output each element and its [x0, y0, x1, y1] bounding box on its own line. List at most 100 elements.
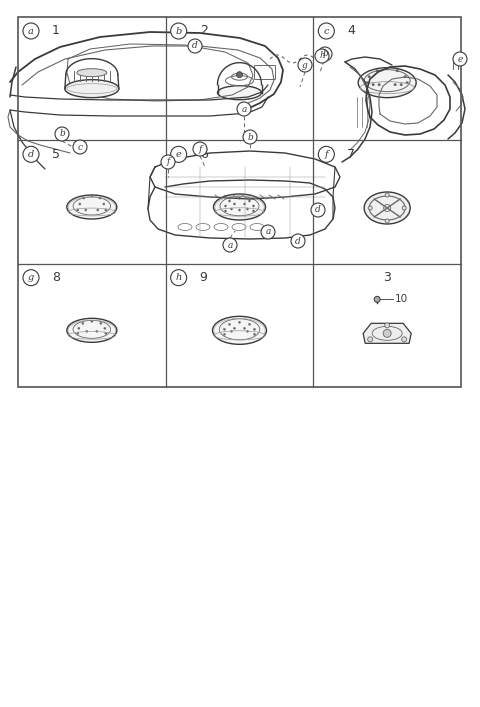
Circle shape — [384, 204, 391, 211]
Circle shape — [243, 203, 246, 205]
Circle shape — [318, 23, 335, 39]
Circle shape — [400, 83, 402, 86]
Circle shape — [82, 322, 84, 325]
Text: c: c — [77, 143, 83, 151]
Circle shape — [23, 146, 39, 163]
Text: 10: 10 — [395, 294, 408, 304]
Circle shape — [311, 203, 325, 217]
Circle shape — [298, 58, 312, 72]
Circle shape — [230, 330, 233, 332]
Circle shape — [246, 208, 249, 210]
Circle shape — [79, 203, 81, 205]
Circle shape — [78, 327, 80, 329]
Circle shape — [253, 333, 256, 335]
Circle shape — [318, 146, 335, 163]
Circle shape — [368, 76, 371, 78]
Circle shape — [73, 140, 87, 154]
Text: 2: 2 — [200, 25, 207, 37]
Circle shape — [249, 323, 251, 325]
Circle shape — [406, 81, 408, 84]
Circle shape — [225, 205, 227, 207]
Text: f: f — [166, 158, 170, 167]
Circle shape — [239, 209, 240, 211]
Ellipse shape — [358, 68, 416, 98]
Circle shape — [77, 209, 79, 211]
Text: e: e — [176, 150, 181, 159]
Text: a: a — [28, 26, 34, 35]
Circle shape — [402, 206, 406, 210]
Circle shape — [23, 269, 39, 286]
Circle shape — [385, 193, 389, 197]
Circle shape — [161, 155, 175, 169]
Text: 7: 7 — [348, 148, 355, 160]
Circle shape — [171, 146, 187, 163]
Circle shape — [252, 210, 254, 212]
Circle shape — [225, 210, 227, 212]
Text: 5: 5 — [52, 148, 60, 160]
Ellipse shape — [65, 80, 119, 98]
Circle shape — [386, 67, 388, 70]
Text: d: d — [295, 237, 301, 245]
Circle shape — [376, 69, 378, 72]
Text: c: c — [324, 26, 329, 35]
Text: d: d — [28, 150, 34, 159]
Circle shape — [261, 225, 275, 239]
Circle shape — [55, 127, 69, 141]
Text: 1: 1 — [52, 25, 60, 37]
Circle shape — [171, 23, 187, 39]
Circle shape — [404, 76, 407, 78]
Circle shape — [291, 234, 305, 248]
Text: d: d — [192, 42, 198, 50]
Circle shape — [91, 320, 93, 322]
Circle shape — [223, 328, 226, 330]
Ellipse shape — [213, 316, 266, 344]
Circle shape — [85, 209, 87, 211]
Circle shape — [385, 219, 389, 223]
Text: 9: 9 — [200, 271, 207, 284]
Text: a: a — [265, 228, 271, 237]
Circle shape — [193, 142, 207, 156]
Circle shape — [86, 330, 88, 332]
Circle shape — [105, 332, 107, 334]
Circle shape — [384, 323, 390, 328]
Text: e: e — [457, 54, 463, 64]
Circle shape — [103, 203, 105, 205]
Circle shape — [318, 47, 332, 61]
Text: b: b — [176, 26, 182, 35]
Text: b: b — [247, 132, 253, 141]
Circle shape — [374, 296, 380, 303]
Circle shape — [246, 330, 249, 332]
Circle shape — [394, 83, 396, 86]
Circle shape — [233, 203, 236, 205]
Circle shape — [252, 205, 254, 207]
Circle shape — [378, 83, 381, 86]
Circle shape — [223, 333, 226, 335]
Circle shape — [23, 23, 39, 39]
Circle shape — [100, 322, 102, 325]
Circle shape — [104, 327, 106, 329]
Circle shape — [97, 209, 99, 211]
Bar — [18, 17, 461, 387]
Circle shape — [402, 337, 407, 341]
Text: g: g — [28, 273, 34, 282]
Text: 8: 8 — [52, 271, 60, 284]
Ellipse shape — [67, 318, 117, 342]
Text: d: d — [315, 206, 321, 214]
Circle shape — [239, 197, 240, 199]
Text: b: b — [322, 49, 328, 59]
Text: f: f — [198, 144, 202, 153]
Circle shape — [77, 332, 79, 334]
Circle shape — [243, 130, 257, 144]
Ellipse shape — [77, 69, 107, 76]
Text: g: g — [302, 61, 308, 69]
Circle shape — [228, 323, 230, 325]
Ellipse shape — [67, 195, 117, 219]
Text: a: a — [228, 240, 233, 250]
Circle shape — [249, 200, 251, 202]
Circle shape — [96, 330, 98, 332]
Circle shape — [243, 327, 246, 329]
Circle shape — [453, 52, 467, 66]
Circle shape — [230, 208, 233, 210]
Circle shape — [366, 81, 369, 84]
Circle shape — [91, 195, 93, 197]
